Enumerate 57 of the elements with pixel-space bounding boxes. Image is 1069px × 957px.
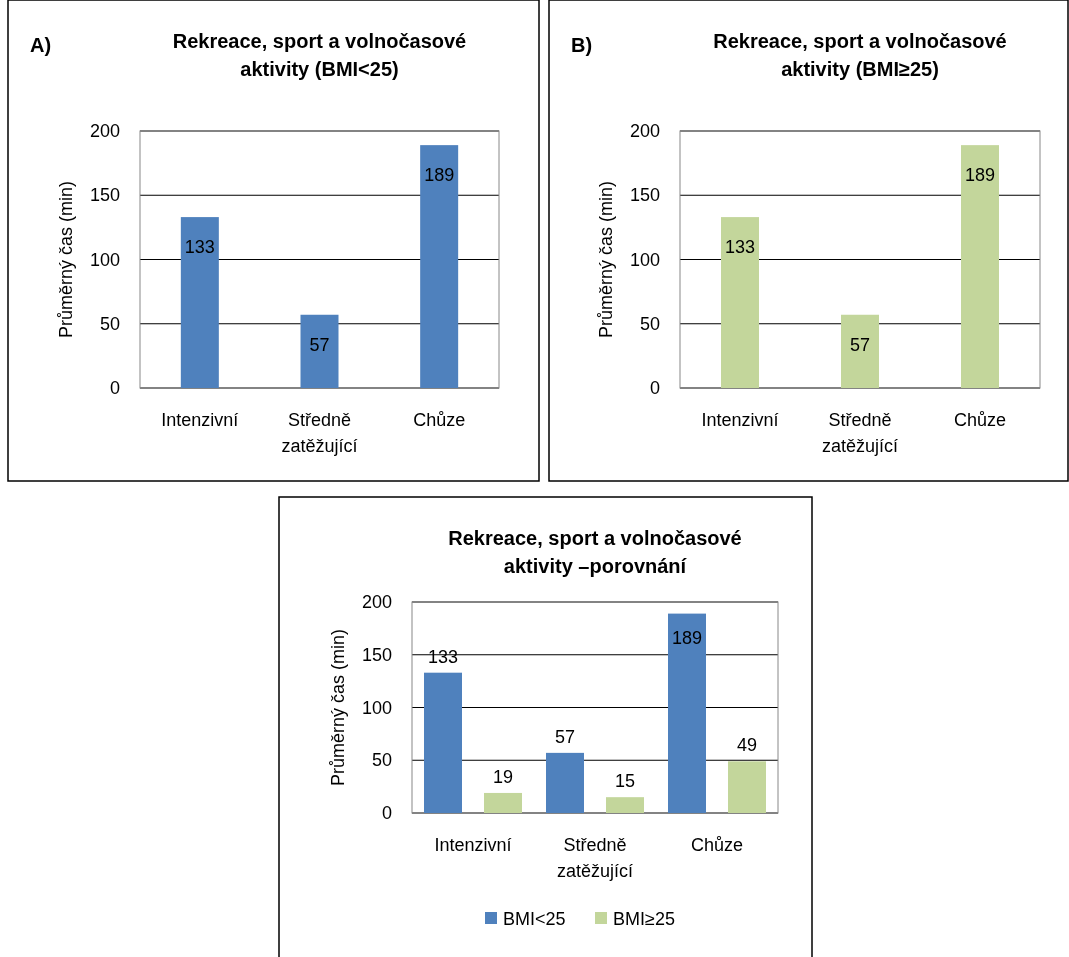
x-tick-label: Intenzivní <box>701 410 779 430</box>
y-axis-title: Průměrný čas (min) <box>328 628 348 787</box>
data-label: 49 <box>736 735 758 756</box>
y-tick-label: 150 <box>629 185 660 206</box>
y-tick-label: 0 <box>649 378 660 398</box>
y-tick-label: 150 <box>89 185 120 206</box>
bar <box>668 613 706 813</box>
y-tick-label: 200 <box>89 121 120 141</box>
x-tick-label: Intenzivní <box>434 835 512 855</box>
text: B) <box>571 34 593 56</box>
x-tick-label: Chůze <box>953 410 1007 430</box>
y-tick-label: 100 <box>361 697 392 718</box>
data-label: 57 <box>554 726 576 747</box>
data-label: 189 <box>671 627 703 648</box>
y-tick-label: 200 <box>629 121 660 141</box>
bar <box>961 145 999 388</box>
bar <box>180 217 219 388</box>
y-tick-label: 50 <box>639 313 660 334</box>
bar <box>420 145 459 388</box>
bar <box>606 797 644 813</box>
data-label: 133 <box>184 237 215 258</box>
x-tick-label: Středně zatěžující <box>281 410 358 456</box>
x-tick-label: Chůze <box>690 835 744 855</box>
y-tick-label: 100 <box>629 249 660 270</box>
bar <box>424 672 462 813</box>
y-tick-label: 0 <box>109 378 120 398</box>
chart-title: Rekreace, sport a volnočasové aktivity –porovnání <box>448 527 742 577</box>
y-tick-label: 0 <box>381 803 392 823</box>
y-tick-label: 100 <box>89 249 120 270</box>
x-tick-label: Intenzivní <box>161 410 239 430</box>
bar <box>300 314 339 388</box>
data-label: 19 <box>492 766 514 787</box>
y-axis-title: Průměrný čas (min) <box>596 180 616 339</box>
x-tick-label: Středně zatěžující <box>821 410 899 456</box>
bar <box>721 217 759 388</box>
y-tick-label: 50 <box>99 313 120 334</box>
data-label: 15 <box>614 771 636 792</box>
bar <box>841 314 879 388</box>
x-tick-label: Chůze <box>413 410 466 430</box>
data-label: 133 <box>724 237 756 258</box>
data-label: 57 <box>309 334 330 355</box>
x-tick-label: Středně zatěžující <box>556 835 634 881</box>
data-label: 189 <box>964 165 996 186</box>
text: A) <box>30 34 52 56</box>
chart-title: Rekreace, sport a volnočasové aktivity (BMI<25) <box>172 30 467 80</box>
y-tick-label: 150 <box>361 644 392 665</box>
y-axis-title: Průměrný čas (min) <box>56 180 76 339</box>
chart-title: Rekreace, sport a volnočasové aktivity (BMI≥25) <box>713 30 1007 80</box>
bar <box>546 752 584 813</box>
data-label: 189 <box>424 165 455 186</box>
bar <box>484 792 522 813</box>
bar <box>728 761 766 813</box>
legend-label: BMI≥25 <box>613 909 675 929</box>
legend-label: BMI<25 <box>503 909 566 929</box>
data-label: 57 <box>849 334 871 355</box>
y-tick-label: 50 <box>371 750 392 771</box>
y-tick-label: 200 <box>361 592 392 612</box>
